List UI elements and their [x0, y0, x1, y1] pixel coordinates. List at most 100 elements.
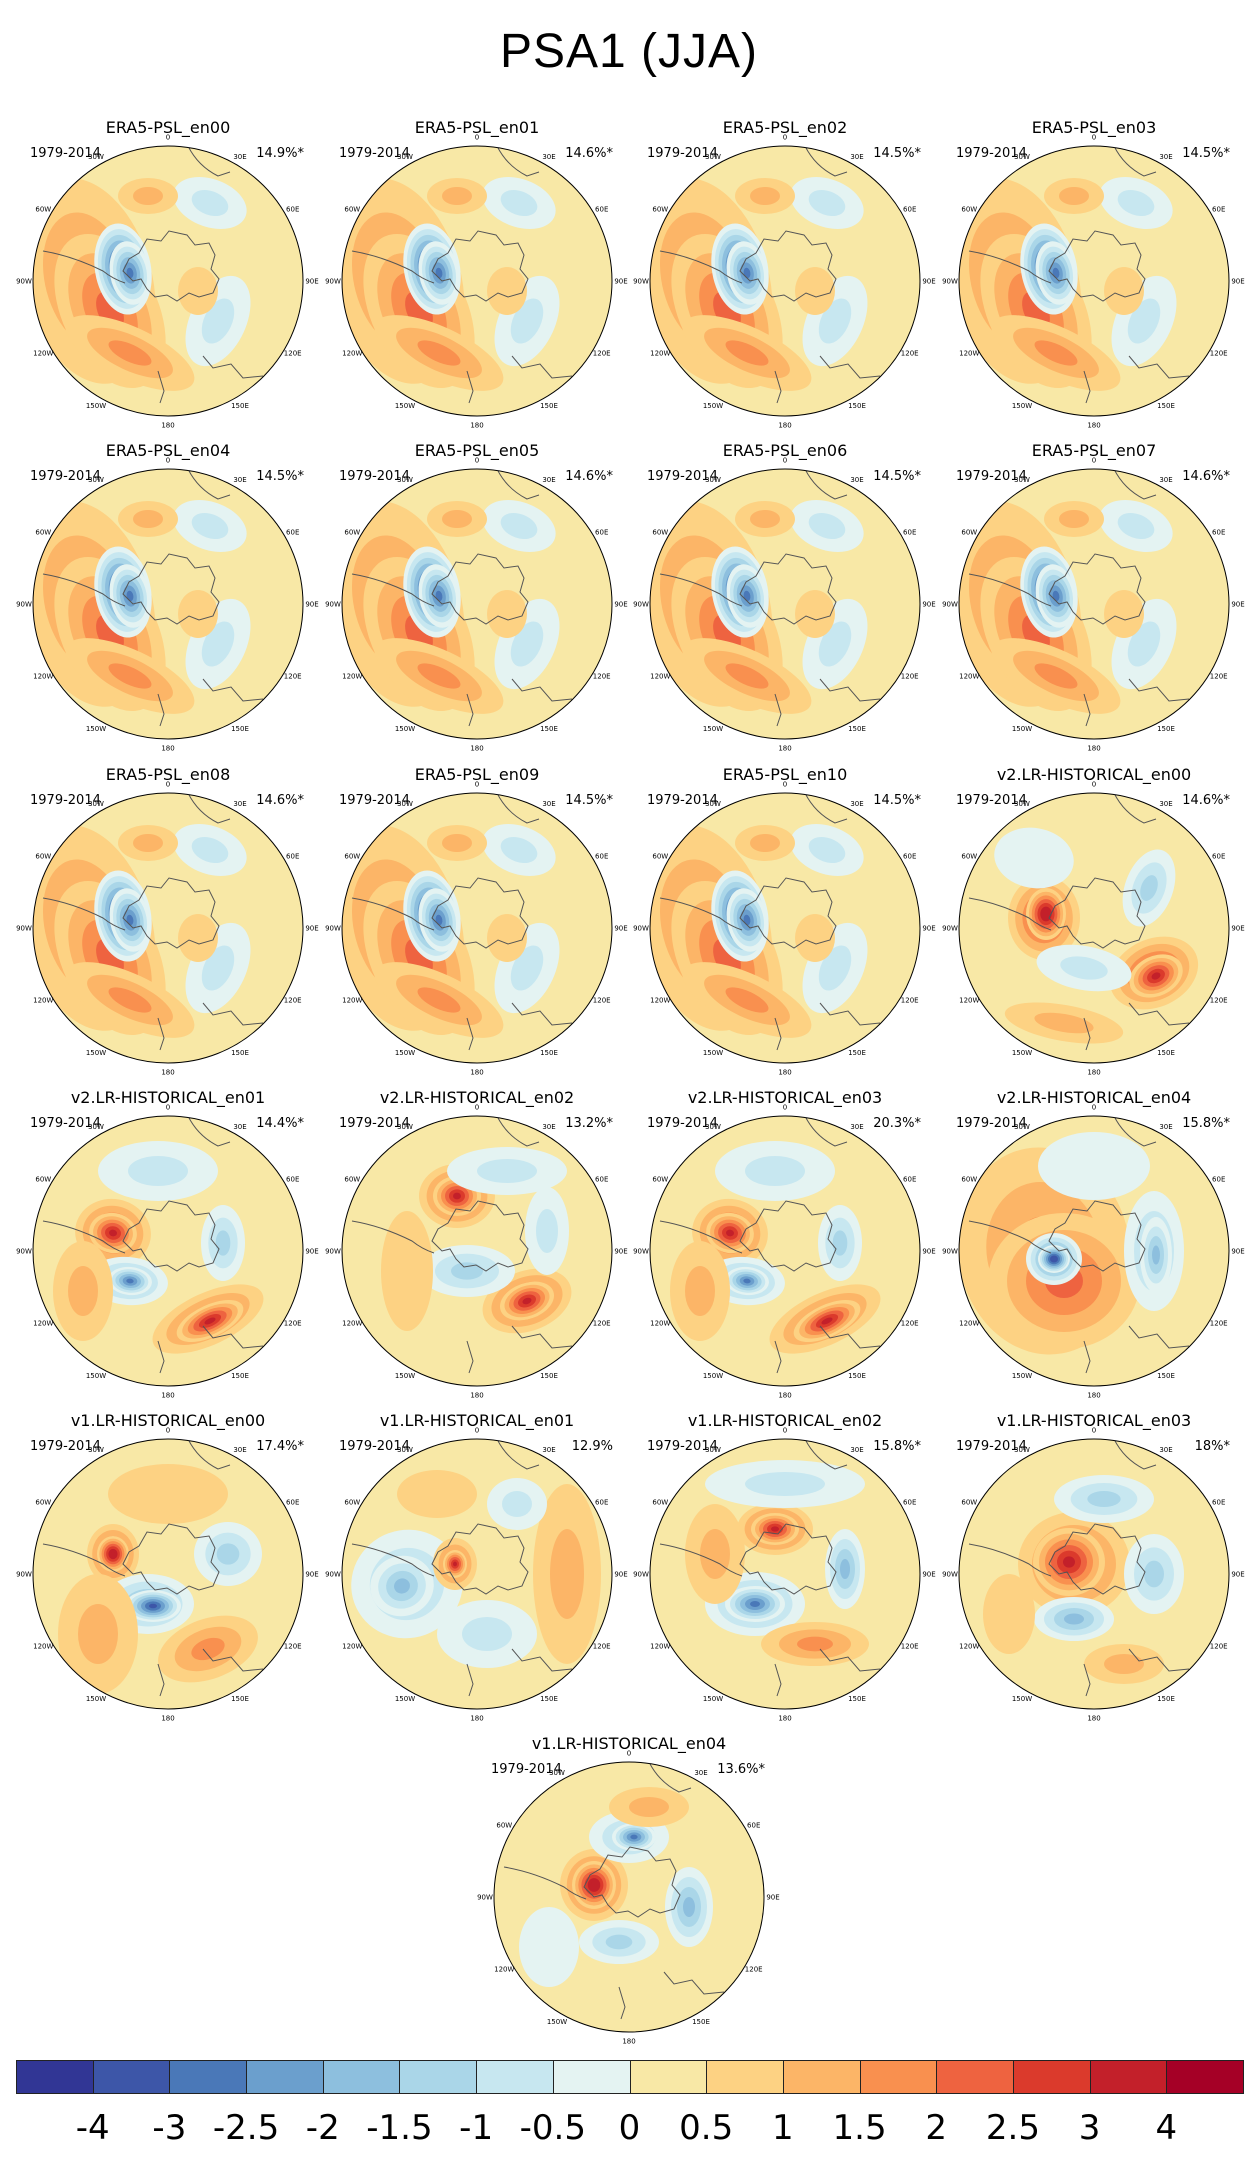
- positive-anomaly-contour: [191, 1637, 225, 1661]
- longitude-label: 90W: [16, 1571, 32, 1579]
- longitude-label: 30W: [397, 1123, 413, 1131]
- longitude-label: 0: [166, 1427, 170, 1435]
- longitude-label: 0: [166, 781, 170, 789]
- colorbar-swatch: [552, 2060, 631, 2094]
- longitude-label: 150E: [848, 1049, 866, 1057]
- map-panel: ERA5-PSL_en10 1979-2014 14.5%* 0 30E 60E 90E 12…: [633, 765, 937, 1077]
- longitude-label: 30W: [1014, 476, 1030, 484]
- polar-stereographic-map: 0 30E 60E 90E 120E 150E 180 150W 120W 90W 60W 30W: [942, 1427, 1245, 1723]
- colorbar-swatch: [246, 2060, 324, 2094]
- longitude-label: 60W: [652, 1176, 668, 1184]
- longitude-label: 30E: [850, 1123, 863, 1131]
- antarctica-coastline: [431, 230, 529, 302]
- longitude-label: 90W: [633, 1571, 649, 1579]
- variance-explained: 14.6%*: [565, 146, 613, 161]
- south-america-coastline: [351, 1220, 435, 1254]
- negative-anomaly-contour: [808, 512, 846, 540]
- negative-anomaly-contour: [126, 1278, 134, 1284]
- longitude-label: 30E: [1159, 1123, 1172, 1131]
- positive-anomaly-contour: [108, 1464, 228, 1524]
- longitude-label: 30W: [549, 1769, 565, 1777]
- colorbar-swatch: [782, 2060, 861, 2094]
- longitude-label: 30W: [1014, 1123, 1030, 1131]
- map-boundary: [32, 145, 304, 417]
- longitude-label: 150E: [231, 725, 249, 733]
- longitude-label: 0: [166, 457, 170, 465]
- south-america-coastline: [351, 573, 435, 607]
- negative-anomaly-contour: [149, 1603, 157, 1609]
- longitude-label: 150E: [231, 1372, 249, 1380]
- panel-title: v2.LR-HISTORICAL_en04: [996, 1088, 1192, 1107]
- contour-field: [650, 1116, 920, 1386]
- longitude-label: 120E: [901, 1643, 919, 1651]
- south-america-coastline: [42, 573, 126, 607]
- map-panel: v1.LR-HISTORICAL_en02 1979-2014 15.8%* 0 30E…: [633, 1411, 937, 1723]
- antarctica-coastline: [583, 1846, 681, 1918]
- contour-field: [650, 793, 920, 1063]
- contour-field: [959, 1116, 1229, 1386]
- positive-anomaly-contour: [1104, 590, 1144, 638]
- longitude-label: 30W: [88, 476, 104, 484]
- australia-nz-coastline: [1083, 1648, 1190, 1697]
- variance-explained: 14.5%*: [565, 793, 613, 808]
- positive-anomaly-contour: [1063, 1556, 1075, 1568]
- longitude-label: 30E: [542, 800, 555, 808]
- south-america-coastline: [351, 897, 435, 931]
- longitude-label: 60W: [961, 1499, 977, 1507]
- colorbar-label: -1: [459, 2108, 494, 2148]
- australia-nz-coastline: [157, 355, 264, 404]
- longitude-label: 90E: [305, 278, 318, 286]
- australia-nz-coastline: [618, 1971, 725, 2020]
- longitude-label: 90E: [614, 1571, 627, 1579]
- longitude-label: 60W: [35, 206, 51, 214]
- longitude-label: 90E: [1231, 278, 1244, 286]
- africa-coastline: [804, 146, 848, 177]
- positive-anomaly-contour: [590, 1881, 598, 1889]
- panel-period: 1979-2014: [956, 1439, 1027, 1454]
- positive-anomaly-contour: [771, 1526, 779, 1532]
- panel-title: ERA5-PSL_en02: [722, 118, 848, 137]
- variance-explained: 14.6%*: [1182, 469, 1230, 484]
- negative-anomaly-contour: [451, 1262, 483, 1280]
- longitude-label: 150W: [547, 2018, 567, 2026]
- colorbar-label: -2.5: [212, 2108, 280, 2148]
- longitude-label: 120E: [745, 1966, 763, 1974]
- africa-coastline: [804, 469, 848, 500]
- panel-period: 1979-2014: [339, 793, 410, 808]
- longitude-label: 30E: [850, 1446, 863, 1454]
- longitude-label: 90W: [942, 278, 958, 286]
- longitude-label: 180: [1087, 1069, 1100, 1077]
- longitude-label: 90E: [614, 1248, 627, 1256]
- longitude-label: 60E: [595, 1499, 608, 1507]
- longitude-label: 60E: [286, 1176, 299, 1184]
- longitude-label: 150E: [231, 1049, 249, 1057]
- longitude-label: 60E: [747, 1822, 760, 1830]
- longitude-label: 120E: [284, 997, 302, 1005]
- variance-explained: 14.6%*: [1182, 793, 1230, 808]
- contour-field: [650, 469, 920, 739]
- africa-coastline: [496, 469, 540, 500]
- colorbar-label: -0.5: [519, 2108, 586, 2148]
- longitude-label: 180: [778, 745, 791, 753]
- polar-stereographic-map: 0 30E 60E 90E 120E 150E 180 150W 120W 90W 60W 30W: [633, 134, 936, 430]
- antarctica-coastline: [739, 553, 837, 625]
- longitude-label: 90E: [305, 601, 318, 609]
- map-boundary: [32, 468, 304, 740]
- australia-nz-coastline: [774, 1002, 881, 1051]
- longitude-label: 120W: [342, 350, 362, 358]
- longitude-label: 150W: [86, 1049, 106, 1057]
- longitude-label: 150W: [1012, 1695, 1032, 1703]
- longitude-label: 60E: [1212, 1499, 1225, 1507]
- polar-stereographic-map: 0 30E 60E 90E 120E 150E 180 150W 120W 90W 60W 30W: [16, 1104, 319, 1400]
- antarctica-coastline: [739, 230, 837, 302]
- australia-nz-coastline: [774, 678, 881, 727]
- africa-coastline: [496, 146, 540, 177]
- longitude-label: 120W: [33, 673, 53, 681]
- longitude-label: 180: [1087, 1715, 1100, 1723]
- positive-anomaly-contour: [78, 1604, 118, 1664]
- map-panel: ERA5-PSL_en04 1979-2014 14.5%* 0 30E 60E 90E 12…: [16, 441, 320, 753]
- map-boundary: [958, 468, 1230, 740]
- longitude-label: 150W: [86, 1372, 106, 1380]
- panel-period: 1979-2014: [647, 469, 718, 484]
- panel-period: 1979-2014: [339, 146, 410, 161]
